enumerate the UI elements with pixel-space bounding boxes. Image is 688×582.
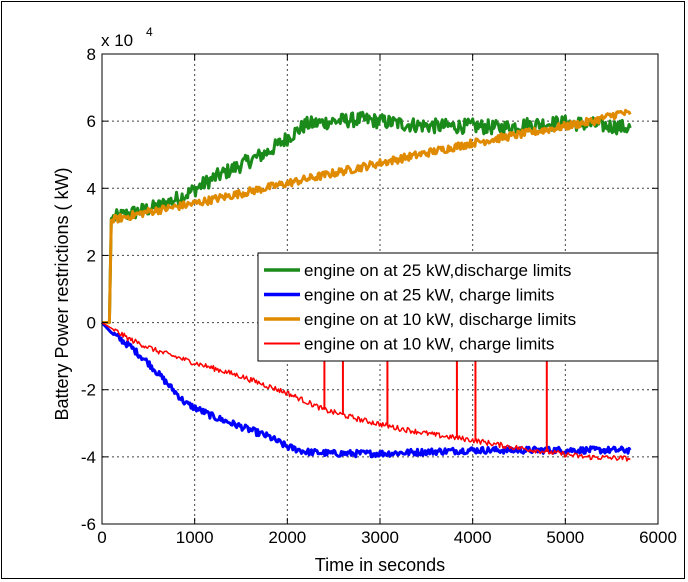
y-tick-label: -4 xyxy=(81,448,96,467)
y-tick-label: 6 xyxy=(87,112,96,131)
x-tick-label: 5000 xyxy=(546,528,584,547)
x-tick-label: 1000 xyxy=(176,528,214,547)
y-tick-label: 0 xyxy=(87,314,96,333)
y-axis-label: Battery Power restrictions ( kW) xyxy=(52,167,72,420)
legend: engine on at 25 kW,discharge limits engin… xyxy=(257,252,659,362)
series-line-2 xyxy=(100,321,632,459)
x-tick-label: 2000 xyxy=(268,528,306,547)
legend-label: engine on at 25 kW,discharge limits xyxy=(304,261,571,280)
x-tick-label: 6000 xyxy=(639,528,677,547)
x-tick-label: 3000 xyxy=(361,528,399,547)
series-line-1 xyxy=(101,110,632,325)
series-line-3 xyxy=(101,108,632,325)
legend-label: engine on at 10 kW, charge limits xyxy=(304,335,554,354)
tick-labels: 0 1000 2000 3000 4000 5000 6000 -6 -4 -2 0 2 4 6 8 xyxy=(81,45,677,547)
y-tick-label: 4 xyxy=(87,179,96,198)
series-layer xyxy=(100,108,632,462)
y-tick-label: 2 xyxy=(87,246,96,265)
legend-label: engine on at 25 kW, charge limits xyxy=(304,286,554,305)
y-tick-label: -2 xyxy=(81,381,96,400)
series-line-4 xyxy=(101,321,631,462)
y-tick-label: 8 xyxy=(87,45,96,64)
x-tick-label: 0 xyxy=(97,528,106,547)
y-tick-label: -6 xyxy=(81,515,96,534)
legend-label: engine on at 10 kW, discharge limits xyxy=(304,310,576,329)
y-multiplier-exponent: 4 xyxy=(146,25,153,39)
x-axis-label: Time in seconds xyxy=(315,555,445,575)
legend-box xyxy=(257,252,659,362)
x-tick-label: 4000 xyxy=(454,528,492,547)
y-multiplier-label: x 10 xyxy=(101,31,133,50)
